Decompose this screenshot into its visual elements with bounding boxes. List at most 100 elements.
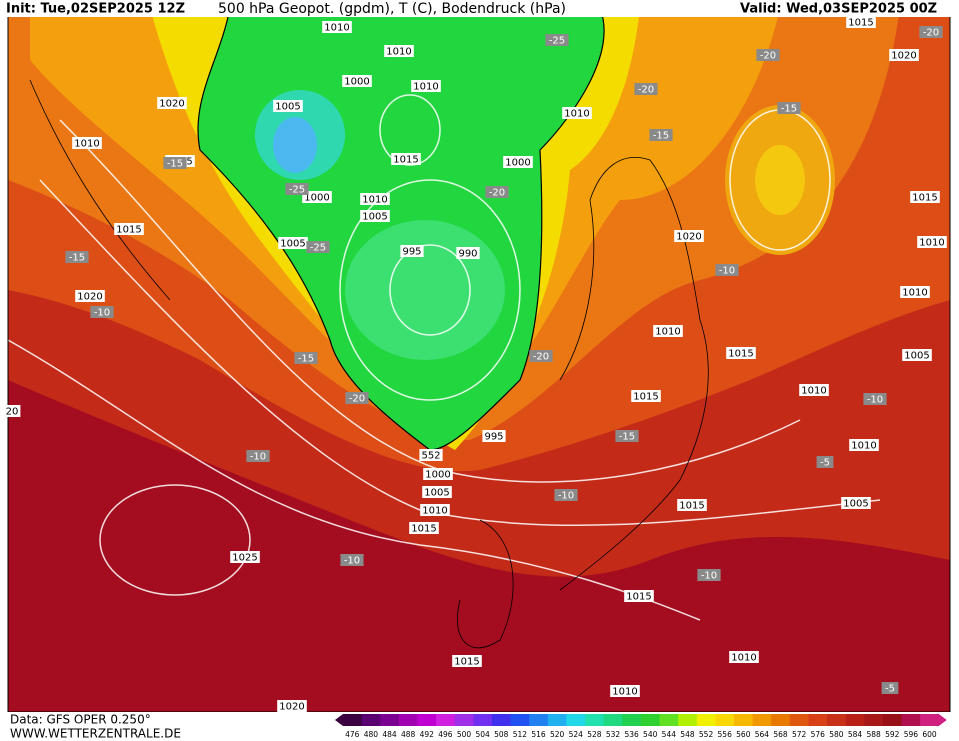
pressure-label-box (677, 499, 707, 511)
temperature-label: -10 (558, 491, 574, 502)
init-time: Init: Tue,02SEP2025 12Z (6, 2, 185, 17)
temperature-label: -10 (867, 395, 883, 406)
pressure-label-box (841, 497, 871, 509)
temperature-label: -20 (923, 28, 939, 39)
colorbar-swatch (715, 714, 735, 726)
colorbar-swatch (864, 714, 884, 726)
map-field (8, 8, 950, 712)
colorbar-label: 480 (364, 730, 379, 739)
colorbar-arrow-left (335, 714, 343, 726)
temperature-label: -20 (760, 51, 776, 62)
pressure-label-box (423, 468, 453, 480)
temperature-label: -10 (344, 556, 360, 567)
pressure-label: 1015 (679, 501, 704, 512)
pressure-label: 1005 (362, 212, 387, 223)
colorbar-swatch (491, 714, 512, 726)
temperature-label: -20 (638, 85, 654, 96)
pressure-label: 20 (6, 407, 19, 418)
colorbar-label: 592 (885, 730, 900, 739)
colorbar-label: 560 (736, 730, 751, 739)
temperature-label: -15 (298, 354, 314, 365)
temperature-label-box (634, 83, 658, 95)
colorbar-swatch (640, 714, 661, 726)
pressure-label-box (278, 237, 308, 249)
pressure-label-box (322, 21, 352, 33)
colorbar-label: 584 (848, 730, 863, 739)
colorbar-label: 520 (550, 730, 565, 739)
temperature-label-box (881, 682, 899, 694)
colorbar-label: 588 (866, 730, 881, 739)
colorbar-swatch (566, 714, 586, 726)
pressure-label: 1000 (505, 158, 530, 169)
temperature-label-box (545, 34, 569, 46)
colorbar-label: 512 (513, 730, 528, 739)
pressure-label: 1015 (728, 349, 753, 360)
colorbar-label: 484 (382, 730, 397, 739)
colorbar-label: 548 (680, 730, 695, 739)
pressure-label: 1010 (851, 441, 876, 452)
pressure-label-box (72, 137, 102, 149)
temperature-label-box (306, 241, 330, 253)
pressure-label-box (75, 290, 105, 302)
pressure-label-box (420, 504, 450, 516)
colorbar-swatch (789, 714, 809, 726)
colorbar-swatch (436, 714, 456, 726)
temperature-label: -10 (701, 571, 717, 582)
pressure-label-box (846, 16, 876, 28)
temperature-label-box (340, 554, 364, 566)
temperature-label-box (863, 393, 887, 405)
pressure-label: 1015 (633, 392, 658, 403)
pressure-label: 1010 (422, 506, 447, 517)
pressure-label: 1010 (902, 288, 927, 299)
pressure-label: 1015 (411, 524, 436, 535)
temperature-label: -5 (885, 684, 895, 695)
data-source: Data: GFS OPER 0.250° (10, 713, 151, 727)
colorbar-swatch (734, 714, 754, 726)
pressure-label: 1005 (280, 239, 305, 250)
temperature-label-box (816, 456, 834, 468)
colorbar-label: 540 (643, 730, 658, 739)
pressure-label-box (411, 80, 441, 92)
temperature-label-box (649, 129, 673, 141)
colorbar: 476 480 484 488 492 496 500 504 508 512 516 520 524 5… (335, 714, 947, 739)
colorbar-swatch (827, 714, 847, 726)
pressure-label: 1015 (393, 155, 418, 166)
pressure-label: 552 (421, 451, 440, 462)
colorbar-swatch (901, 714, 921, 726)
pressure-label-box (631, 390, 661, 402)
pressure-label: 1010 (386, 47, 411, 58)
colorbar-swatch (920, 714, 940, 726)
pressure-label-box (889, 49, 919, 61)
temperature-label-box (163, 157, 187, 169)
colorbar-label: 476 (345, 730, 360, 739)
colorbar-swatch (882, 714, 903, 726)
colorbar-label: 564 (755, 730, 770, 739)
temperature-label-box (697, 569, 721, 581)
pressure-label-box (653, 325, 683, 337)
colorbar-label: 596 (904, 730, 919, 739)
colorbar-label: 496 (438, 730, 453, 739)
pressure-label: 1010 (655, 327, 680, 338)
pressure-label: 1000 (304, 193, 329, 204)
temperature-label: -15 (167, 159, 183, 170)
temperature-label-box (615, 430, 639, 442)
pressure-label: 1010 (919, 238, 944, 249)
pressure-label-box (503, 156, 533, 168)
colorbar-swatch (752, 714, 772, 726)
pressure-label: 1020 (676, 232, 701, 243)
pressure-label: 1005 (424, 488, 449, 499)
temperature-label-box (756, 49, 780, 61)
pressure-label: 1015 (848, 18, 873, 29)
colorbar-label: 532 (606, 730, 621, 739)
pressure-label-box (384, 45, 414, 57)
colorbar-swatch (380, 714, 400, 726)
colorbar-swatch (398, 714, 418, 726)
pressure-label: 1015 (116, 225, 141, 236)
colorbar-swatch (808, 714, 828, 726)
pressure-label-box (726, 347, 756, 359)
pressure-label: 1000 (425, 470, 450, 481)
pressure-label-box (849, 439, 879, 451)
temperature-label: -15 (653, 131, 669, 142)
colorbar-arrow-right (938, 714, 947, 726)
